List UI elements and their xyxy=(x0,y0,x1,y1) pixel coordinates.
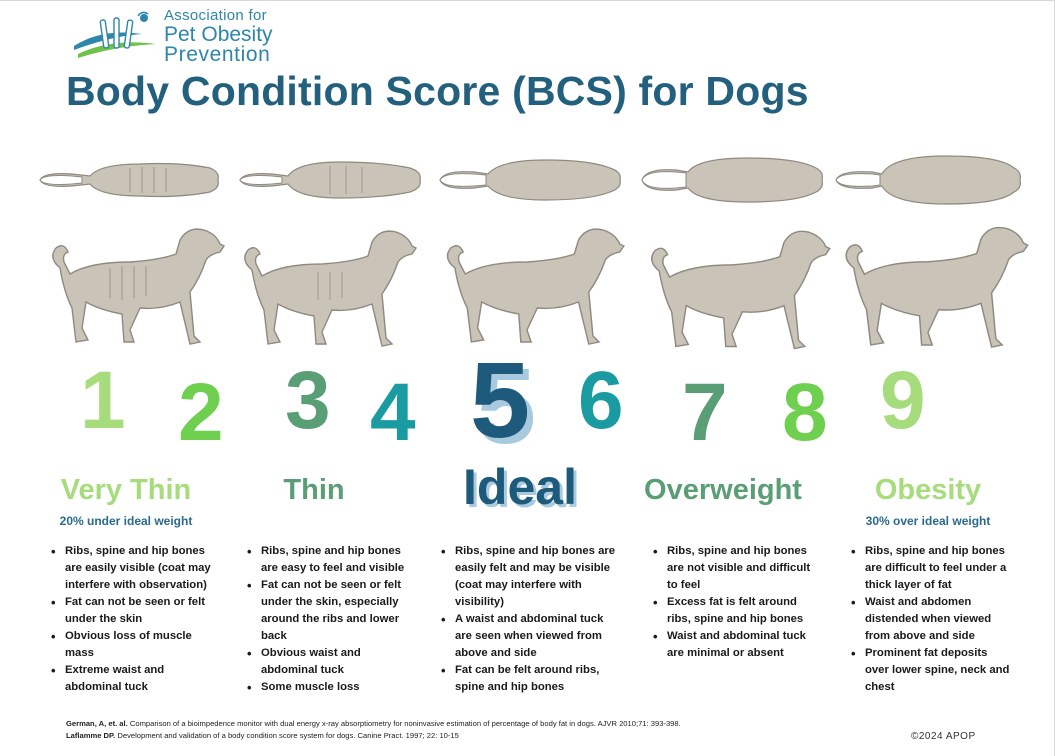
bullet-ideal-3: Fat can be felt around ribs, spine and h… xyxy=(440,662,616,696)
score-number-9: 9 xyxy=(880,355,926,446)
column-thin: Ribs, spine and hip bones are easy to fe… xyxy=(246,543,406,696)
column-ideal: Ribs, spine and hip bones are easily fel… xyxy=(440,543,616,696)
category-overweight: Overweight xyxy=(644,474,802,506)
bullet-very-thin-2: Fat can not be seen or felt under the sk… xyxy=(50,594,215,628)
bullet-obesity-1: Ribs, spine and hip bones are difficult … xyxy=(850,543,1012,594)
bullet-overweight-1: Ribs, spine and hip bones are not visibl… xyxy=(652,543,822,594)
logo-icon xyxy=(74,11,156,58)
score-number-5: 5 xyxy=(470,339,531,460)
dogs-top-view-row xyxy=(39,155,1021,205)
reference-2: Laflamme DP. Development and validation … xyxy=(66,730,681,742)
references: German, A, et. al. Comparison of a bioim… xyxy=(66,718,681,742)
column-very-thin: Ribs, spine and hip bones are easily vis… xyxy=(50,543,215,696)
logo-line-1: Association for xyxy=(164,7,267,24)
category-very-thin: Very Thin xyxy=(60,474,192,506)
score-number-8: 8 xyxy=(782,367,828,458)
bullet-ideal-2: A waist and abdominal tuck are seen when… xyxy=(440,611,616,662)
score-numbers-row: 1 2 3 4 5 6 7 8 9 xyxy=(0,346,1055,458)
bullet-ideal-1: Ribs, spine and hip bones are easily fel… xyxy=(440,543,616,611)
copyright: ©2024 APOP xyxy=(911,731,976,742)
bullet-thin-1: Ribs, spine and hip bones are easy to fe… xyxy=(246,543,406,577)
score-number-4: 4 xyxy=(370,367,416,458)
score-number-7: 7 xyxy=(682,367,728,458)
score-number-6: 6 xyxy=(578,355,624,446)
bullet-very-thin-4: Extreme waist and abdominal tuck xyxy=(50,662,215,696)
page-title: Body Condition Score (BCS) for Dogs xyxy=(66,68,809,114)
category-thin: Thin xyxy=(283,474,345,506)
dog-top-view-thin xyxy=(239,161,421,199)
score-number-3: 3 xyxy=(285,355,331,446)
subtitle-very-thin: 20% under ideal weight xyxy=(59,514,193,528)
subtitle-obesity: 30% over ideal weight xyxy=(865,514,991,528)
reference-1: German, A, et. al. Comparison of a bioim… xyxy=(66,718,681,730)
dog-side-view-overweight xyxy=(650,230,831,350)
reference-1-text: Comparison of a bioimpedence monitor wit… xyxy=(127,719,681,728)
reference-2-text: Development and validation of a body con… xyxy=(115,731,459,740)
category-obesity: Obesity xyxy=(874,474,982,506)
bullet-thin-2: Fat can not be seen or felt under the sk… xyxy=(246,577,406,645)
reference-2-author: Laflamme DP. xyxy=(66,731,116,740)
bullet-thin-3: Obvious waist and abdominal tuck xyxy=(246,645,406,679)
dog-top-view-ideal xyxy=(439,159,621,201)
column-obesity: Ribs, spine and hip bones are difficult … xyxy=(850,543,1012,696)
logo-line-3: Prevention xyxy=(164,43,271,66)
bullet-overweight-2: Excess fat is felt around ribs, spine an… xyxy=(652,594,822,628)
dog-top-view-overweight xyxy=(641,157,823,203)
bullet-very-thin-3: Obvious loss of muscle mass xyxy=(50,628,215,662)
reference-1-author: German, A, et. al. xyxy=(66,719,128,728)
dog-side-view-ideal xyxy=(446,228,625,345)
bullet-obesity-3: Prominent fat deposits over lower spine,… xyxy=(850,645,1012,696)
logo-line-2: Pet Obesity xyxy=(164,23,273,46)
score-number-2: 2 xyxy=(178,367,224,458)
dog-top-view-obesity xyxy=(835,155,1021,205)
dogs-side-view-row xyxy=(52,226,1029,350)
bullet-very-thin-1: Ribs, spine and hip bones are easily vis… xyxy=(50,543,215,594)
dog-side-view-thin xyxy=(244,230,417,347)
bullet-obesity-2: Waist and abdomen distended when viewed … xyxy=(850,594,1012,645)
column-overweight: Ribs, spine and hip bones are not visibl… xyxy=(652,543,822,662)
category-ideal: Ideal xyxy=(463,459,577,515)
dog-side-view-very-thin xyxy=(52,228,225,345)
dog-side-view-obesity xyxy=(845,226,1029,348)
bullet-overweight-3: Waist and abdominal tuck are minimal or … xyxy=(652,628,822,662)
apop-logo: Association for Pet Obesity Prevention xyxy=(72,7,273,66)
score-number-1: 1 xyxy=(80,355,126,446)
bullet-thin-4: Some muscle loss xyxy=(246,679,406,696)
dog-top-view-very-thin xyxy=(39,162,219,198)
